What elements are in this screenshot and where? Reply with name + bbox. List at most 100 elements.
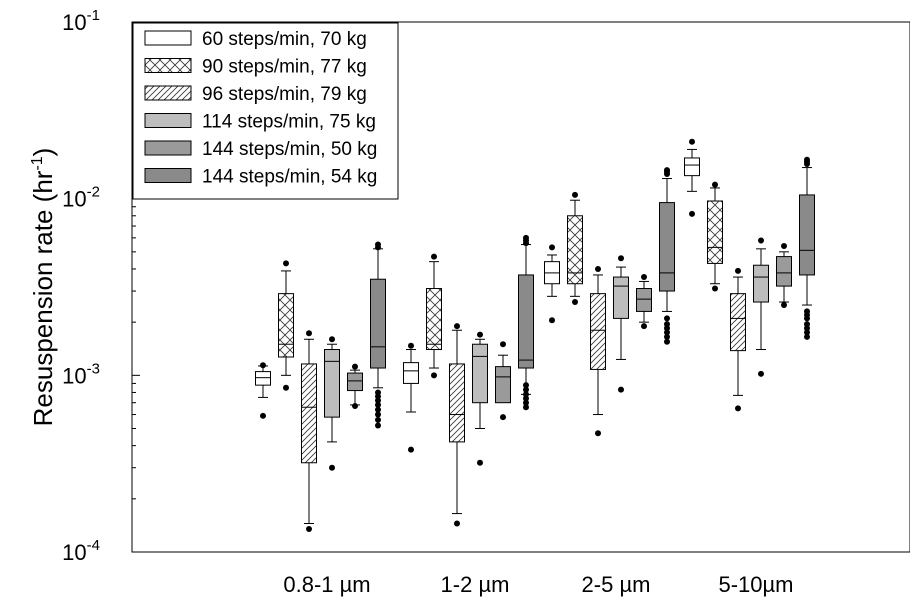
outlier-point [712, 285, 718, 292]
box-plot [324, 336, 340, 471]
box-iqr [278, 293, 294, 358]
y-axis-label-close: ) [28, 148, 58, 157]
x-tick-label: 5-10µm [718, 572, 793, 597]
outlier-point [431, 253, 437, 260]
box-plot [370, 241, 386, 429]
box-plot [544, 244, 560, 324]
outlier-point [572, 299, 578, 306]
outlier-point [549, 244, 555, 251]
outlier-point [664, 315, 670, 322]
y-axis-label: Resuspension rate (hr-1) [28, 148, 58, 427]
outlier-point [664, 329, 670, 336]
outlier-point [781, 242, 787, 249]
legend-swatch [144, 168, 192, 183]
outlier-point [375, 422, 381, 429]
y-tick-label: 10-4 [62, 537, 100, 565]
box-plot [403, 342, 419, 453]
box-iqr [472, 343, 488, 404]
y-tick-exponent: -1 [87, 7, 100, 24]
outlier-point [352, 363, 358, 370]
outlier-point [664, 167, 670, 174]
box-iqr [567, 215, 583, 285]
box-iqr [449, 363, 465, 443]
outlier-point [523, 404, 529, 411]
y-tick-label: 10-2 [62, 184, 100, 212]
outlier-point [804, 308, 810, 315]
outlier-point [375, 389, 381, 396]
outlier-point [804, 321, 810, 328]
box-iqr [518, 274, 534, 369]
outlier-point [408, 446, 414, 453]
outlier-point [572, 191, 578, 198]
box-plot [730, 267, 746, 412]
outlier-point [375, 241, 381, 248]
box-iqr [347, 372, 363, 392]
outlier-point [618, 255, 624, 262]
box-iqr [403, 362, 419, 384]
box-plot [495, 341, 511, 421]
box-plot [613, 255, 629, 393]
outlier-point [375, 401, 381, 408]
box-plot [449, 323, 465, 527]
outlier-point [523, 391, 529, 398]
outlier-point [618, 386, 624, 393]
legend-label: 144 steps/min, 50 kg [202, 139, 377, 160]
y-axis: 10-110-210-310-4 [62, 7, 140, 565]
legend-label: 114 steps/min, 75 kg [202, 112, 376, 133]
legend-swatch [144, 30, 192, 46]
outlier-point [549, 317, 555, 324]
box-iqr [707, 200, 723, 264]
outlier-point [641, 274, 647, 281]
box-iqr [659, 202, 675, 292]
y-tick-base: 10 [62, 187, 86, 212]
y-tick-label: 10-1 [62, 7, 100, 35]
x-tick-label: 1-2 µm [441, 572, 510, 597]
outlier-point [352, 403, 358, 410]
outlier-point [283, 384, 289, 391]
box-iqr [590, 293, 606, 370]
outlier-point [306, 330, 312, 337]
legend-swatch [144, 85, 192, 101]
outlier-point [758, 370, 764, 377]
box-iqr [684, 157, 700, 177]
outlier-point [431, 372, 437, 379]
box-plot [659, 167, 675, 345]
box-iqr [613, 276, 629, 319]
outlier-point [329, 336, 335, 343]
box-iqr [324, 349, 340, 418]
box-plot [590, 265, 606, 437]
outlier-point [260, 412, 266, 419]
y-tick-base: 10 [62, 540, 86, 565]
x-tick-label: 2-5 µm [582, 572, 651, 597]
outlier-point [477, 331, 483, 338]
box-plot [301, 330, 317, 532]
outlier-point [375, 416, 381, 423]
y-tick-exponent: -3 [87, 360, 100, 377]
box-iqr [495, 366, 511, 404]
outlier-point [523, 234, 529, 241]
outlier-point [804, 333, 810, 340]
outlier-point [523, 382, 529, 389]
outlier-point [454, 520, 460, 527]
box-plot [518, 234, 534, 411]
box-iqr [776, 256, 792, 287]
box-iqr [730, 293, 746, 352]
outlier-point [781, 302, 787, 309]
legend: 60 steps/min, 70 kg 90 steps/min, 77 kg 96… [132, 22, 399, 200]
box-iqr [370, 278, 386, 369]
box-iqr [255, 371, 271, 386]
box-plot [799, 156, 815, 340]
outlier-point [523, 386, 529, 393]
y-tick-label: 10-3 [62, 360, 100, 388]
outlier-point [664, 333, 670, 340]
box-plot [347, 363, 363, 410]
outlier-point [523, 399, 529, 406]
x-axis: 0.8-1 µm 1-2 µm 2-5 µm 5-10µm [283, 572, 793, 597]
outlier-point [689, 138, 695, 145]
legend-label: 144 steps/min, 54 kg [202, 167, 377, 188]
outlier-point [260, 362, 266, 369]
y-tick-exponent: -4 [87, 537, 100, 554]
legend-swatch [144, 113, 192, 128]
x-tick-label: 0.8-1 µm [283, 572, 370, 597]
